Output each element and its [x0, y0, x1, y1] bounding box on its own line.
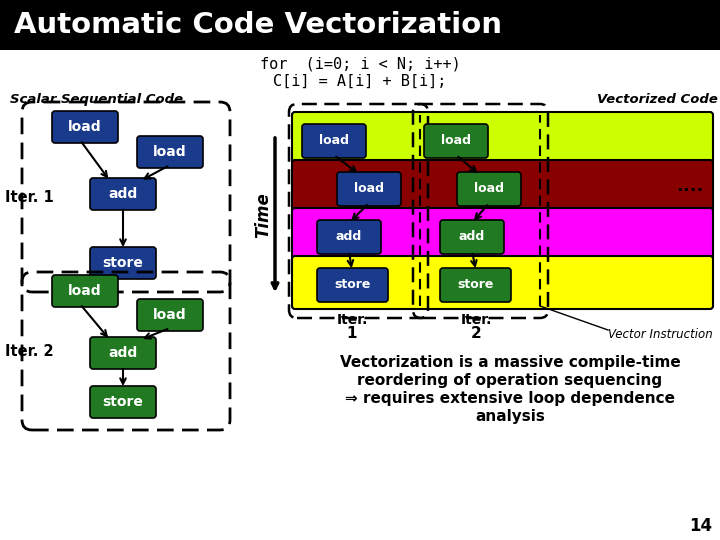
Text: Vector Instruction: Vector Instruction [608, 328, 713, 341]
FancyBboxPatch shape [317, 268, 388, 302]
Text: ....: .... [676, 177, 703, 195]
Text: load: load [153, 308, 186, 322]
Text: load: load [441, 134, 471, 147]
Text: 14: 14 [689, 517, 712, 535]
Text: reordering of operation sequencing: reordering of operation sequencing [357, 373, 662, 388]
Text: Iter. 2: Iter. 2 [5, 343, 53, 359]
FancyBboxPatch shape [457, 172, 521, 206]
Text: load: load [68, 120, 102, 134]
Text: store: store [457, 279, 494, 292]
FancyBboxPatch shape [424, 124, 488, 158]
FancyBboxPatch shape [52, 111, 118, 143]
FancyBboxPatch shape [292, 112, 713, 165]
FancyBboxPatch shape [90, 337, 156, 369]
Text: add: add [459, 231, 485, 244]
FancyBboxPatch shape [52, 275, 118, 307]
Text: C[i] = A[i] + B[i];: C[i] = A[i] + B[i]; [274, 73, 446, 89]
Text: load: load [354, 183, 384, 195]
Text: Vectorization is a massive compile-time: Vectorization is a massive compile-time [340, 354, 680, 369]
Text: store: store [334, 279, 371, 292]
FancyBboxPatch shape [292, 208, 713, 261]
Bar [0, 0, 720, 50]
Text: for  (i=0; i < N; i++): for (i=0; i < N; i++) [260, 57, 460, 71]
Text: store: store [102, 395, 143, 409]
Text: load: load [153, 145, 186, 159]
Text: Scalar Sequential Code: Scalar Sequential Code [10, 93, 183, 106]
FancyBboxPatch shape [137, 299, 203, 331]
Text: Iter.: Iter. [336, 313, 368, 327]
FancyBboxPatch shape [440, 268, 511, 302]
Text: add: add [109, 187, 138, 201]
FancyBboxPatch shape [137, 136, 203, 168]
Text: 2: 2 [471, 326, 482, 341]
Text: Time: Time [254, 192, 272, 238]
FancyBboxPatch shape [302, 124, 366, 158]
Text: load: load [68, 284, 102, 298]
FancyBboxPatch shape [292, 160, 713, 213]
Text: Iter. 1: Iter. 1 [5, 190, 54, 205]
FancyBboxPatch shape [90, 178, 156, 210]
Text: ⇒ requires extensive loop dependence: ⇒ requires extensive loop dependence [345, 390, 675, 406]
Text: Vectorized Code: Vectorized Code [597, 93, 718, 106]
Text: add: add [336, 231, 362, 244]
Text: Automatic Code Vectorization: Automatic Code Vectorization [14, 11, 502, 39]
Text: add: add [109, 346, 138, 360]
FancyBboxPatch shape [90, 247, 156, 279]
FancyBboxPatch shape [292, 256, 713, 309]
Text: analysis: analysis [475, 408, 545, 423]
FancyBboxPatch shape [337, 172, 401, 206]
Text: 1: 1 [347, 326, 357, 341]
Text: load: load [474, 183, 504, 195]
FancyBboxPatch shape [90, 386, 156, 418]
Text: load: load [319, 134, 349, 147]
FancyBboxPatch shape [440, 220, 504, 254]
Text: store: store [102, 256, 143, 270]
Text: Iter.: Iter. [460, 313, 492, 327]
FancyBboxPatch shape [317, 220, 381, 254]
